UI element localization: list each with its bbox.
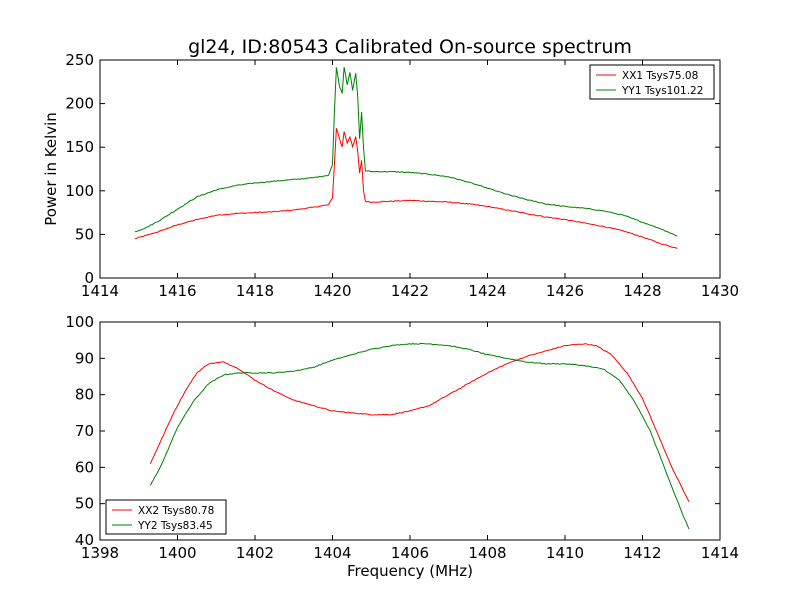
x-tick-label: 1406 <box>391 544 429 562</box>
y-tick-label: 80 <box>75 386 94 404</box>
series-line-YY2 Tsys83.45 <box>149 342 690 530</box>
y-tick-label: 100 <box>65 182 94 200</box>
legend: XX2 Tsys80.78 YY2 Tsys83.45 <box>105 499 227 535</box>
y-axis-label: Power in Kelvin <box>42 112 60 226</box>
legend-box <box>589 64 715 100</box>
legend-label: YY1 Tsys101.22 <box>621 85 703 97</box>
x-tick-label: 1422 <box>391 282 429 300</box>
x-tick-label: 1416 <box>158 282 196 300</box>
y-tick-label: 50 <box>75 495 94 513</box>
y-tick-label: 200 <box>65 95 94 113</box>
x-tick-label: 1412 <box>623 544 661 562</box>
legend-label: YY2 Tsys83.45 <box>137 520 213 532</box>
x-tick-label: 1414 <box>81 282 119 300</box>
y-tick-label: 0 <box>84 269 94 287</box>
series-line-XX1 Tsys75.08 <box>134 128 678 249</box>
y-tick-label: 70 <box>75 422 94 440</box>
legend: XX1 Tsys75.08 YY1 Tsys101.22 <box>589 64 715 100</box>
legend-label: XX1 Tsys75.08 <box>622 70 698 82</box>
x-tick-label: 1426 <box>546 282 584 300</box>
y-tick-label: 50 <box>75 225 94 243</box>
x-tick-label: 1430 <box>701 282 739 300</box>
x-tick-label: 1414 <box>701 544 739 562</box>
y-tick-label: 90 <box>75 349 94 367</box>
x-tick-label: 1398 <box>81 544 119 562</box>
legend-label: XX2 Tsys80.78 <box>138 505 214 517</box>
series-line-XX2 Tsys80.78 <box>149 343 690 503</box>
x-tick-label: 1410 <box>546 544 584 562</box>
series-line-YY1 Tsys101.22 <box>134 67 678 237</box>
legend-box <box>105 499 227 535</box>
top-spectrum-plot: 1414 1416 1418 1420 1422 1424 1426 1428 1430 0 50 1… <box>42 51 739 300</box>
y-tick-label: 150 <box>65 138 94 156</box>
y-tick-label: 60 <box>75 458 94 476</box>
x-tick-label: 1404 <box>313 544 351 562</box>
x-tick-label: 1400 <box>158 544 196 562</box>
x-tick-label: 1428 <box>623 282 661 300</box>
bottom-spectrum-plot: 1398 1400 1402 1404 1406 1408 1410 1412 1414 40 50… <box>65 313 739 580</box>
x-axis-label: Frequency (MHz) <box>347 562 473 580</box>
y-tick-label: 40 <box>75 531 94 549</box>
x-tick-label: 1424 <box>468 282 506 300</box>
x-tick-label: 1408 <box>468 544 506 562</box>
x-tick-label: 1402 <box>236 544 274 562</box>
y-tick-label: 250 <box>65 51 94 69</box>
x-tick-label: 1418 <box>236 282 274 300</box>
x-tick-label: 1420 <box>313 282 351 300</box>
chart-title: gl24, ID:80543 Calibrated On-source spec… <box>188 36 632 58</box>
y-tick-label: 100 <box>65 313 94 331</box>
